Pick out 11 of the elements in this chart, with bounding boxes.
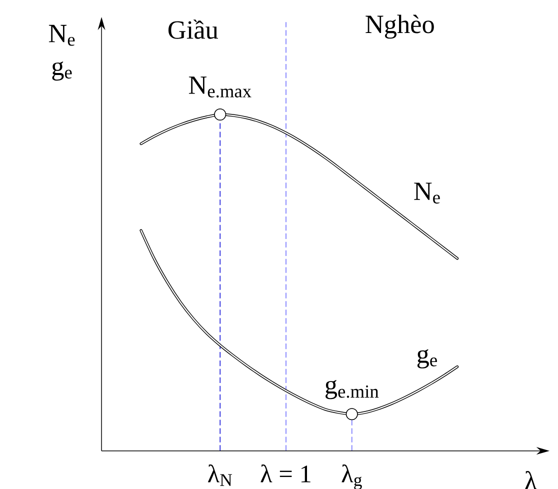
annotation: N$_{e.max}$ <box>188 76 252 98</box>
series-label: g$_{e}$ <box>417 349 437 368</box>
x-tick-label: λ = 1 <box>260 464 310 482</box>
series-label: N$_{e}$ <box>414 182 440 204</box>
text: Nghèo <box>366 14 434 38</box>
text: Giầu <box>168 19 218 39</box>
annotation: g$_{e.min}$ <box>326 380 379 399</box>
x-tick-label: λ$_{N}$ <box>208 464 232 486</box>
x-axis-title: λ <box>525 470 537 489</box>
x-tick-label: λ$_{g}$ <box>342 464 362 489</box>
y-axis-title: N$_{e}$ g$_{e}$ <box>48 24 75 80</box>
